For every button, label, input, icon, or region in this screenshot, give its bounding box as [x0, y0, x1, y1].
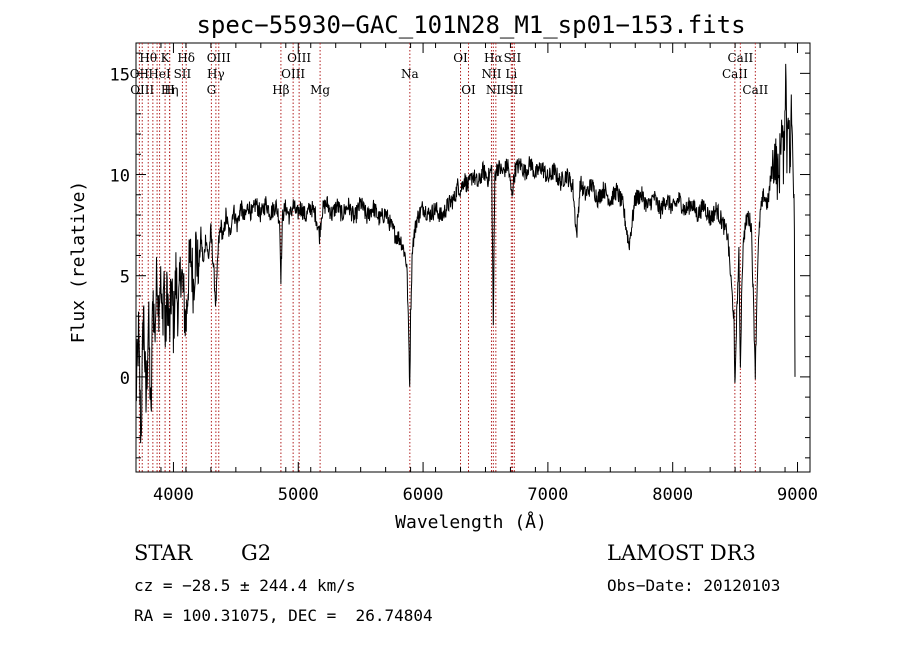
line-marker-label: CaII	[722, 67, 748, 81]
line-marker-label: Hθ	[139, 51, 157, 65]
line-marker-label: OI	[461, 83, 476, 97]
line-marker-label: OII	[130, 67, 150, 81]
y-tick-label: 0	[120, 369, 130, 389]
y-tick-label: 5	[120, 268, 130, 288]
x-axis-label: Wavelength (Å)	[395, 511, 547, 533]
redshift-velocity: cz = −28.5 ± 244.4 km/s	[134, 576, 356, 595]
line-marker-label: Hα	[484, 51, 503, 65]
x-tick-label: 9000	[777, 485, 818, 505]
line-marker-label: NII	[486, 83, 506, 97]
y-axis-label: Flux (relative)	[68, 181, 89, 344]
chart-title: spec−55930−GAC_101N28_M1_sp01−153.fits	[196, 11, 745, 39]
series-layer	[135, 63, 796, 444]
line-marker-label: OIII	[130, 83, 154, 97]
line-marker-label: Li	[505, 67, 517, 81]
x-tick-label: 8000	[652, 485, 693, 505]
y-tick-label: 15	[110, 65, 130, 85]
survey-name: LAMOST DR3	[607, 541, 756, 565]
line-marker-label: G	[207, 83, 217, 97]
plot-frame	[135, 42, 811, 473]
y-tick-label: 10	[110, 167, 130, 187]
line-marker-label: Mg	[310, 83, 330, 97]
line-marker-label: Hγ	[207, 67, 225, 81]
x-tick-label: 6000	[403, 485, 444, 505]
object-subclass: G2	[241, 541, 271, 565]
line-marker-label: OIII	[281, 67, 305, 81]
series-line-flux	[135, 63, 796, 444]
x-tick-label: 5000	[278, 485, 319, 505]
observation-date: Obs−Date: 20120103	[607, 576, 780, 595]
line-marker-label: Hβ	[272, 83, 289, 97]
line-marker-label: K	[161, 51, 171, 65]
line-marker-label: NII	[481, 67, 501, 81]
line-marker-label: Hδ	[177, 51, 195, 65]
line-marker-label: HeI	[148, 67, 171, 81]
spectral-line-markers: OIIOIIIHθHeIKHηHSIIHδGHγOIIIHβOIIIOIIIMg…	[130, 43, 768, 472]
coordinates: RA = 100.31075, DEC = 26.74804	[134, 606, 433, 625]
line-marker-label: CaII	[742, 83, 768, 97]
line-marker-label: OIII	[207, 51, 231, 65]
line-marker-label: OIII	[287, 51, 311, 65]
line-marker-label: OI	[453, 51, 468, 65]
x-tick-label: 4000	[153, 485, 194, 505]
line-marker-label: SII	[504, 51, 522, 65]
line-marker-label: SII	[174, 67, 192, 81]
line-marker-label: Na	[401, 67, 419, 81]
object-class: STAR	[134, 541, 193, 565]
line-marker-label: H	[164, 83, 174, 97]
line-marker-label: SII	[505, 83, 523, 97]
line-marker-label: CaII	[727, 51, 753, 65]
x-tick-label: 7000	[527, 485, 568, 505]
axes-layer: 4000 5000 6000 7000 8000 9000 0 5 10 15	[110, 43, 818, 505]
